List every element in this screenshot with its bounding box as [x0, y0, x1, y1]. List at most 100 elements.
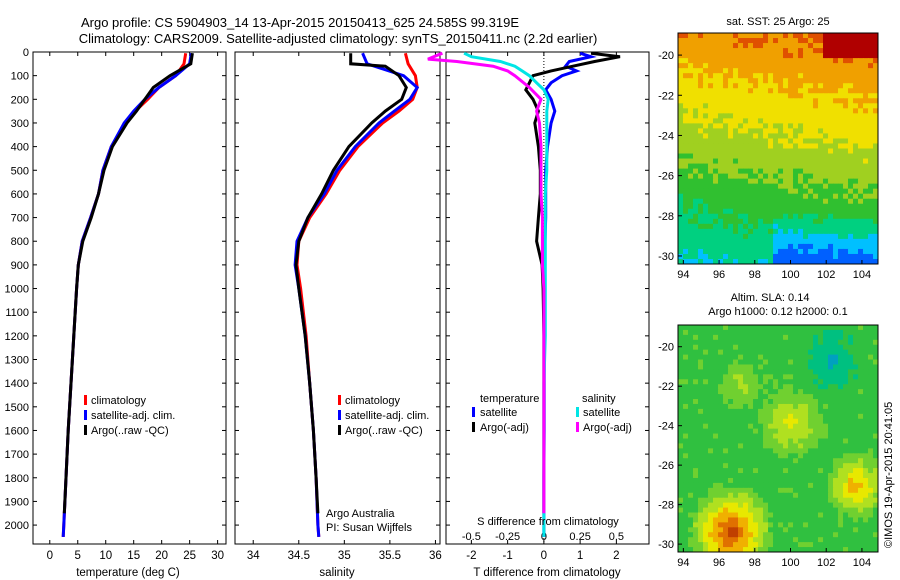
map-cell [768, 507, 774, 514]
map-cell [803, 448, 809, 454]
map-cell [688, 428, 694, 435]
map-cell [818, 482, 824, 489]
map-cell [813, 522, 819, 528]
map-cell [723, 123, 729, 130]
map-cell [823, 492, 829, 499]
map-cell [823, 349, 829, 356]
map-cell [858, 374, 864, 380]
map-cell [828, 399, 834, 405]
map-cell [723, 133, 729, 140]
map-cell [688, 243, 694, 250]
map-cell [773, 88, 779, 94]
map-cell [813, 233, 819, 240]
map-cell [823, 148, 829, 155]
map-cell [703, 364, 709, 371]
map-cell [748, 512, 754, 519]
map-cell [728, 403, 734, 410]
map-cell [708, 73, 714, 79]
map-cell [793, 532, 799, 538]
map-cell [838, 223, 844, 230]
map-cell [723, 243, 729, 250]
map-cell [678, 243, 684, 250]
map-cell [703, 325, 709, 331]
map-cell [713, 123, 719, 130]
legend-header-temperature: temperature [480, 393, 539, 405]
map-cell [778, 173, 784, 180]
map-cell [803, 158, 809, 165]
map-cell [728, 163, 734, 170]
map-cell [783, 158, 789, 165]
map-cell [758, 522, 764, 528]
map-cell [798, 188, 804, 195]
map-cell [843, 334, 849, 341]
map-cell [873, 468, 878, 474]
longitude-tick-label: 98 [749, 557, 761, 569]
map-cell [708, 502, 714, 509]
map-cell [683, 223, 689, 230]
map-cell [763, 458, 769, 464]
map-cell [738, 53, 744, 59]
map-cell [693, 123, 699, 130]
map-cell [828, 364, 834, 371]
map-cell [873, 173, 878, 180]
map-cell [713, 453, 719, 459]
latitude-tick-label: -26 [658, 171, 674, 183]
map-cell [703, 253, 709, 260]
map-cell [793, 379, 799, 385]
map-cell [753, 258, 759, 264]
map-cell [788, 183, 794, 190]
map-cell [853, 477, 859, 484]
map-cell [693, 178, 699, 185]
map-cell [788, 203, 794, 210]
map-cell [763, 258, 769, 264]
map-cell [778, 443, 784, 449]
map-cell [868, 48, 874, 54]
map-cell [863, 253, 869, 260]
depth-tick-label: 1500 [5, 402, 29, 414]
map-cell [728, 88, 734, 94]
map-cell [858, 153, 864, 160]
map-cell [808, 492, 814, 499]
map-cell [848, 458, 854, 464]
map-cell [678, 208, 684, 215]
map-cell [833, 433, 839, 440]
map-cell [728, 399, 734, 405]
map-cell [698, 238, 704, 245]
map-cell [798, 173, 804, 180]
map-cell [773, 73, 779, 79]
map-cell [853, 133, 859, 140]
map-cell [833, 83, 839, 89]
map-cell [813, 208, 819, 215]
map-cell [738, 403, 744, 410]
map-cell [858, 532, 864, 538]
map-cell [718, 453, 724, 459]
map-cell [863, 218, 869, 225]
map-cell [743, 389, 749, 395]
map-cell [853, 153, 859, 160]
map-cell [803, 532, 809, 538]
map-cell [793, 413, 799, 420]
map-cell [723, 53, 729, 59]
temperature-x-axis: 0 5 10 15 20 25 30 [47, 52, 224, 562]
map-cell [683, 178, 689, 185]
map-cell [768, 38, 774, 44]
map-cell [808, 78, 814, 84]
map-cell [713, 138, 719, 145]
map-cell [753, 128, 759, 135]
map-cell [778, 349, 784, 356]
map-cell [773, 258, 779, 264]
map-cell [813, 73, 819, 79]
map-cell [858, 418, 864, 425]
map-cell [828, 48, 834, 54]
map-cell [798, 547, 804, 552]
map-cell [693, 413, 699, 420]
map-cell [813, 63, 819, 69]
map-cell [763, 148, 769, 155]
map-cell [698, 103, 704, 109]
map-cell [788, 448, 794, 454]
map-cell [823, 178, 829, 185]
map-cell [808, 507, 814, 514]
map-cell [678, 468, 684, 474]
map-cell [733, 423, 739, 430]
map-cell [683, 88, 689, 94]
